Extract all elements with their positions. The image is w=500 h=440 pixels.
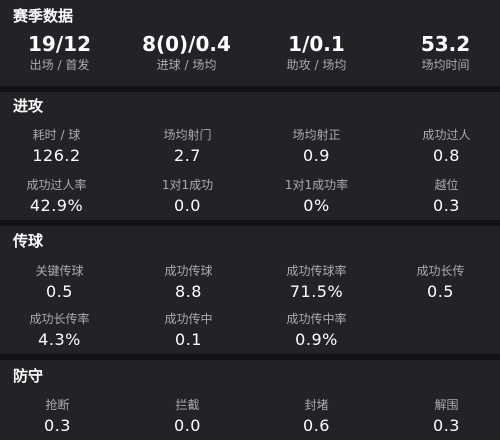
stat-clearances: 解围 0.3	[384, 398, 500, 436]
stat-label: 越位	[434, 178, 459, 192]
stat-value: 0.6	[303, 416, 330, 435]
stat-interceptions: 拦截 0.0	[125, 398, 250, 436]
stat-tackles: 抢断 0.3	[0, 398, 120, 436]
stat-label: 抢断	[45, 398, 70, 412]
stat-passes: 成功传球 8.8	[126, 264, 251, 302]
stat-shots-per-game: 场均射门 2.7	[125, 128, 250, 166]
stat-label: 成功过人率	[26, 178, 87, 192]
stat-label: 成功传球	[164, 264, 213, 278]
stat-value: 8.8	[175, 282, 202, 301]
stat-appearances: 19/12 出场 / 首发	[0, 32, 122, 72]
stat-value: 0.5	[427, 282, 454, 301]
stat-label: 关键传球	[35, 264, 84, 278]
stat-value: 1/0.1	[288, 32, 345, 56]
stat-dribble-rate: 成功过人率 42.9%	[0, 178, 119, 216]
stat-value: 0.3	[44, 416, 71, 435]
stat-value: 0.3	[433, 416, 460, 435]
stat-label: 进球 / 场均	[156, 58, 217, 72]
stat-label: 耗时 / 球	[32, 128, 81, 142]
defense-title: 防守	[13, 367, 44, 385]
stat-value: 71.5%	[289, 282, 344, 301]
stat-label: 封堵	[304, 398, 329, 412]
stat-label: 1对1成功率	[284, 178, 349, 192]
stat-1v1-rate: 1对1成功率 0%	[254, 178, 379, 216]
section-divider	[0, 354, 500, 360]
stat-label: 成功传中率	[286, 312, 347, 326]
stat-label: 助攻 / 场均	[286, 58, 347, 72]
stat-crosses: 成功传中 0.1	[126, 312, 251, 350]
stat-value: 4.3%	[38, 330, 81, 349]
stat-label: 场均射正	[292, 128, 341, 142]
stat-label: 成功长传	[416, 264, 465, 278]
season-stats-section: 赛季数据 19/12 出场 / 首发 8(0)/0.4 进球 / 场均 1/0.…	[0, 0, 500, 86]
stat-goals: 8(0)/0.4 进球 / 场均	[124, 32, 249, 72]
passing-title: 传球	[13, 232, 44, 250]
stat-value: 19/12	[28, 32, 91, 56]
stat-label: 出场 / 首发	[29, 58, 90, 72]
stat-long-pass-rate: 成功长传率 4.3%	[0, 312, 122, 350]
stat-value: 42.9%	[29, 196, 84, 215]
attack-section: 进攻 耗时 / 球 126.2 场均射门 2.7 场均射正 0.9 成功过人 0…	[0, 92, 500, 220]
stat-label: 解围	[434, 398, 459, 412]
passing-section: 传球 关键传球 0.5 成功传球 8.8 成功传球率 71.5% 成功长传 0.…	[0, 226, 500, 354]
stat-value: 126.2	[32, 146, 81, 165]
stat-cross-rate: 成功传中率 0.9%	[254, 312, 379, 350]
stat-blocks: 封堵 0.6	[254, 398, 379, 436]
stat-value: 0.0	[174, 196, 201, 215]
stat-value: 0%	[303, 196, 330, 215]
section-divider	[0, 86, 500, 92]
stat-value: 2.7	[174, 146, 201, 165]
stat-assists: 1/0.1 助攻 / 场均	[254, 32, 379, 72]
stat-label: 场均射门	[163, 128, 212, 142]
stat-shots-on-target: 场均射正 0.9	[254, 128, 379, 166]
attack-title: 进攻	[13, 97, 44, 115]
stat-value: 0.8	[433, 146, 460, 165]
stat-value: 0.1	[175, 330, 202, 349]
stat-value: 0.9	[303, 146, 330, 165]
stat-label: 成功长传率	[29, 312, 90, 326]
stat-time-per-goal: 耗时 / 球 126.2	[0, 128, 119, 166]
stat-value: 0.3	[433, 196, 460, 215]
stat-value: 0.5	[46, 282, 73, 301]
stat-label: 成功传中	[164, 312, 213, 326]
stat-value: 0.0	[174, 416, 201, 435]
stat-label: 拦截	[175, 398, 200, 412]
stat-minutes: 53.2 场均时间	[383, 32, 500, 72]
section-divider	[0, 220, 500, 226]
stat-offside: 越位 0.3	[384, 178, 500, 216]
stat-dribbles: 成功过人 0.8	[384, 128, 500, 166]
stat-value: 53.2	[420, 32, 471, 56]
stat-1v1-success: 1对1成功 0.0	[125, 178, 250, 216]
stat-value: 0.9%	[295, 330, 338, 349]
season-stats-title: 赛季数据	[13, 7, 74, 25]
stat-value: 8(0)/0.4	[142, 32, 231, 56]
stat-label: 1对1成功	[161, 178, 214, 192]
stat-long-passes: 成功长传 0.5	[378, 264, 500, 302]
defense-section: 防守 抢断 0.3 拦截 0.0 封堵 0.6 解围 0.3	[0, 360, 500, 440]
stat-label: 成功过人	[422, 128, 471, 142]
stat-label: 场均时间	[421, 58, 470, 72]
stat-label: 成功传球率	[286, 264, 347, 278]
stat-pass-rate: 成功传球率 71.5%	[254, 264, 379, 302]
stat-key-passes: 关键传球 0.5	[0, 264, 122, 302]
